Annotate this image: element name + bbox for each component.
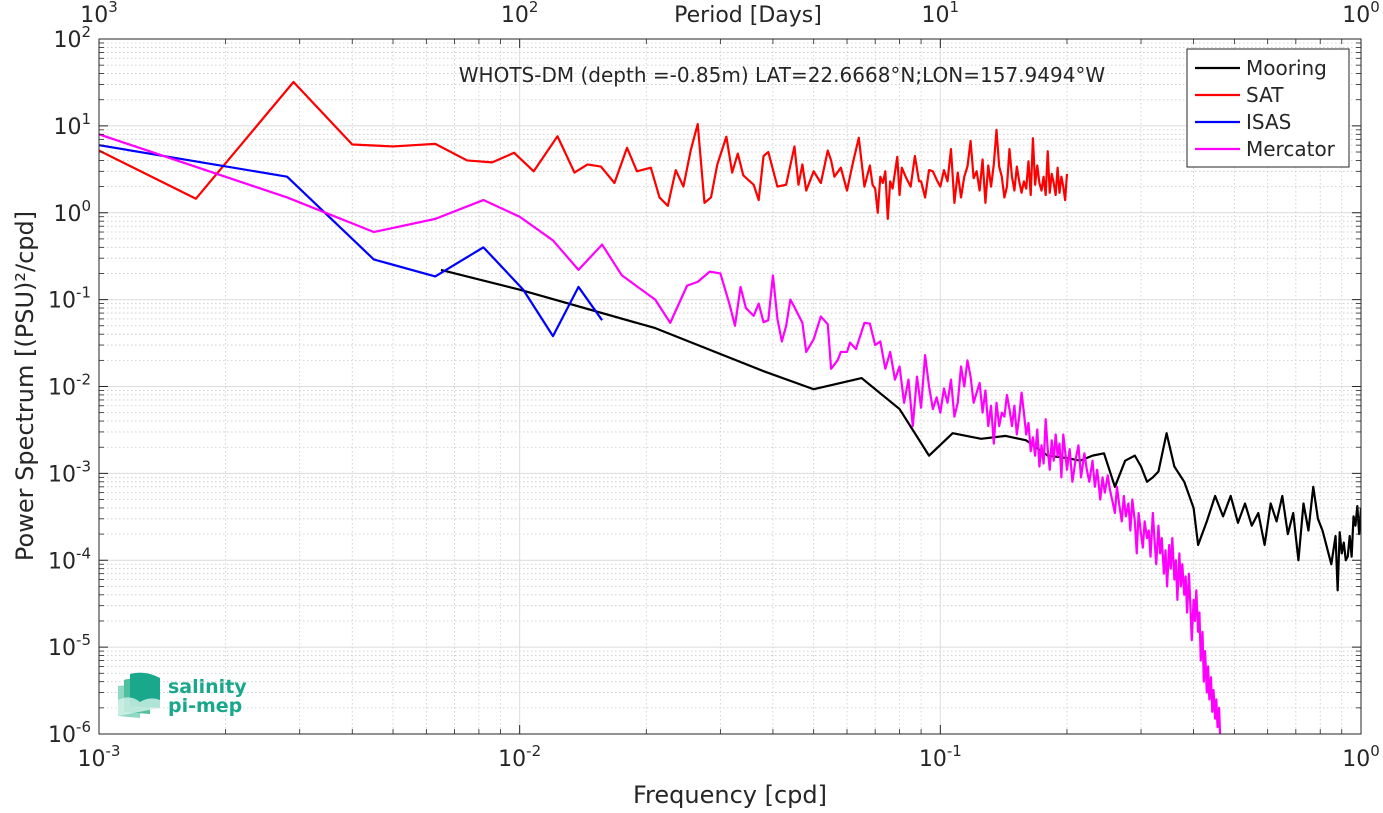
y-tick-label: 10-2 (48, 371, 91, 401)
x-axis-label: Frequency [cpd] (633, 781, 827, 809)
y-tick-label: 10-1 (48, 284, 91, 314)
y-tick-label: 10-5 (48, 631, 91, 661)
legend-label-mercator: Mercator (1246, 137, 1336, 161)
y-tick-label: 100 (53, 197, 91, 227)
legend: Mooring SAT ISAS Mercator (1186, 48, 1350, 168)
logo-text-line2: pi-mep (168, 695, 242, 717)
y-tick-label: 10-3 (48, 457, 91, 487)
top-tick-label: 101 (922, 0, 960, 28)
logo-text-line1: salinity (168, 676, 247, 698)
y-tick-label: 101 (53, 110, 91, 140)
x-tick-label: 10-1 (919, 742, 962, 772)
chart-title: WHOTS-DM (depth =-0.85m) LAT=22.6668°N;L… (459, 63, 1106, 87)
top-tick-label: 102 (501, 0, 539, 28)
x-tick-label: 100 (1342, 742, 1380, 772)
tick-marks (98, 38, 1362, 735)
series-line-mooring (440, 268, 1361, 592)
legend-label-isas: ISAS (1246, 110, 1291, 134)
series-line-isas (99, 144, 603, 338)
top-tick-label: 100 (1342, 0, 1380, 28)
x-tick-label: 10-3 (78, 742, 121, 772)
legend-label-mooring: Mooring (1246, 56, 1327, 80)
y-tick-label: 102 (53, 23, 91, 53)
series-layer (99, 80, 1361, 734)
y-tick-label: 10-6 (48, 718, 91, 748)
series-line-sat (99, 80, 1069, 220)
legend-label-sat: SAT (1246, 83, 1284, 107)
salinity-pi-mep-logo: salinity pi-mep (118, 672, 247, 718)
logo-wave-icon (118, 672, 160, 718)
top-axis-label: Period [Days] (674, 3, 822, 28)
x-tick-label: 10-2 (498, 742, 541, 772)
series-line-mercator (99, 133, 1222, 734)
y-tick-label: 10-4 (48, 544, 91, 574)
top-tick-label: 103 (80, 0, 118, 28)
y-axis-label: Power Spectrum [(PSU)²/cpd] (11, 211, 39, 561)
